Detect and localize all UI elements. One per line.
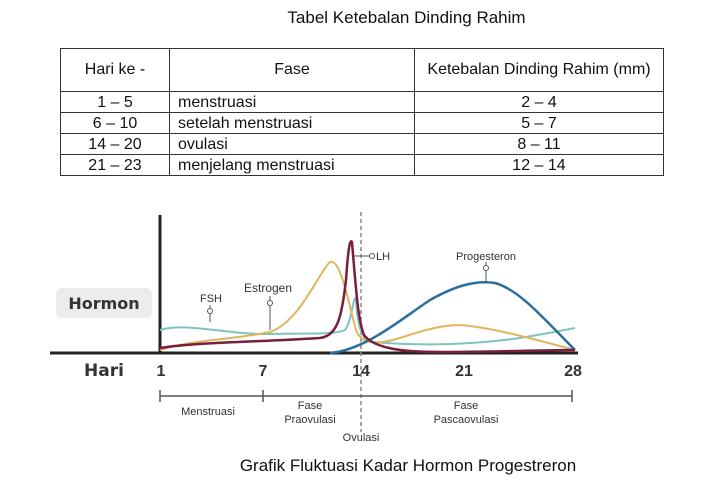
graph-caption: Grafik Fluktuasi Kadar Hormon Progestrer… — [239, 456, 577, 475]
x-axis-label: Hari — [84, 361, 124, 381]
cell-day: 1 – 5 — [60, 91, 170, 113]
phase-pascaovulasi-line1: Fase — [454, 400, 478, 412]
table-title: Tabel Ketebalan Dinding Rahim — [287, 8, 526, 27]
phase-praovulasi-line2: Praovulasi — [284, 414, 335, 426]
x-tick-label: 1 — [157, 363, 166, 380]
progesteron-marker — [483, 265, 489, 271]
phase-ovulasi: Ovulasi — [343, 432, 380, 444]
hormone-graph: Hormon FSH Estrogen LH Progesteron Hari … — [50, 212, 582, 444]
cell-phase: menjelang menstruasi — [169, 154, 415, 176]
x-tick-label: 28 — [564, 363, 582, 380]
lh-label: LH — [376, 251, 390, 263]
fsh-marker — [207, 308, 213, 314]
cell-thickness: 2 – 4 — [414, 91, 664, 113]
cell-thickness: 12 – 14 — [414, 154, 664, 176]
cell-phase: setelah menstruasi — [169, 112, 415, 134]
phase-menstruasi: Menstruasi — [181, 406, 235, 418]
progesteron-label: Progesteron — [456, 251, 516, 263]
lh-marker — [369, 253, 375, 259]
table-header-row: Hari ke - Fase Ketebalan Dinding Rahim (… — [60, 48, 664, 92]
estrogen-curve — [159, 260, 576, 351]
cell-phase: ovulasi — [169, 133, 415, 155]
x-tick-label: 14 — [352, 363, 370, 380]
fsh-label: FSH — [200, 293, 222, 305]
table-row: 1 – 5 menstruasi 2 – 4 — [60, 91, 664, 113]
table-row: 6 – 10 setelah menstruasi 5 – 7 — [60, 112, 664, 134]
progesteron-curve — [329, 281, 576, 355]
estrogen-marker — [267, 300, 273, 306]
header-thickness: Ketebalan Dinding Rahim (mm) — [414, 48, 664, 92]
x-tick-label: 21 — [455, 363, 473, 380]
phase-pascaovulasi-line2: Pascaovulasi — [434, 414, 499, 426]
estrogen-label: Estrogen — [244, 281, 292, 295]
cell-day: 21 – 23 — [60, 154, 170, 176]
table-row: 21 – 23 menjelang menstruasi 12 – 14 — [60, 154, 664, 176]
hormon-label-box — [56, 288, 152, 318]
cell-thickness: 8 – 11 — [414, 133, 664, 155]
phase-praovulasi-line1: Fase — [298, 400, 322, 412]
cell-phase: menstruasi — [169, 91, 415, 113]
lh-curve — [159, 240, 576, 354]
x-tick-label: 7 — [259, 363, 268, 380]
header-phase: Fase — [169, 48, 415, 92]
table-row: 14 – 20 ovulasi 8 – 11 — [60, 133, 664, 155]
y-axis-label: Hormon — [68, 294, 139, 313]
cell-day: 14 – 20 — [60, 133, 170, 155]
thickness-table: Hari ke - Fase Ketebalan Dinding Rahim (… — [60, 48, 664, 176]
cell-thickness: 5 – 7 — [414, 112, 664, 134]
cell-day: 6 – 10 — [60, 112, 170, 134]
header-day: Hari ke - — [60, 48, 170, 92]
